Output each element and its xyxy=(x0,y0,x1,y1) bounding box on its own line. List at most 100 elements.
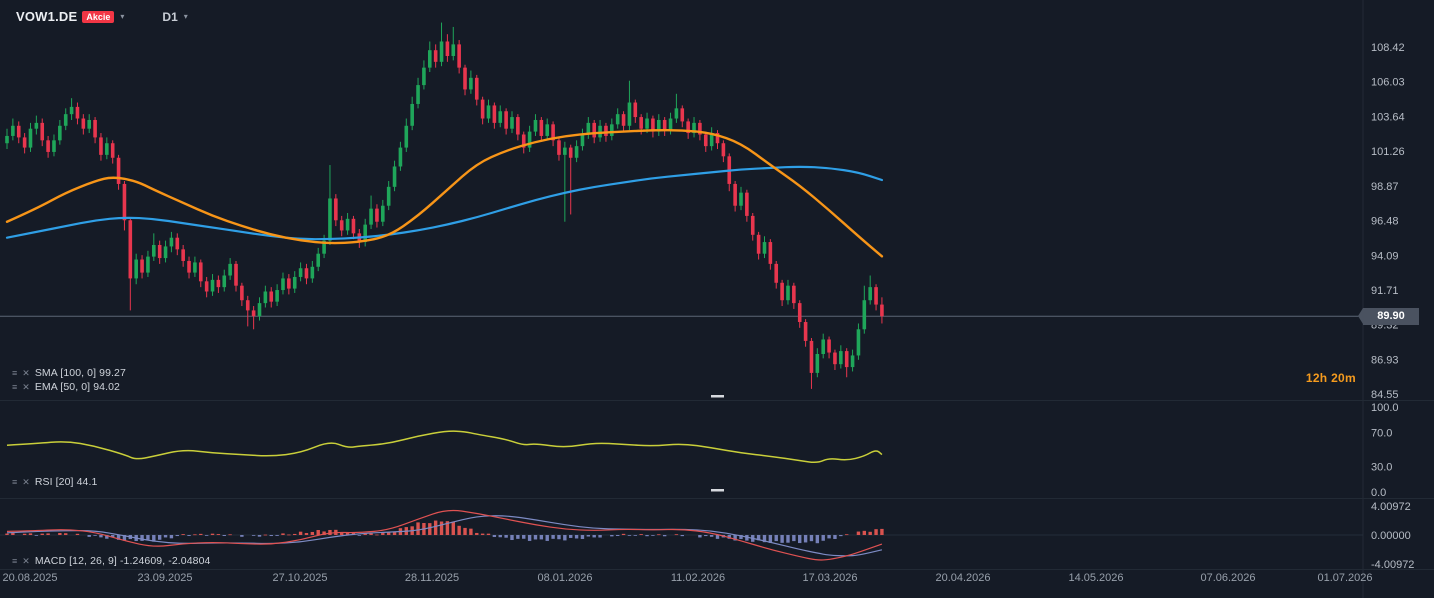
timeframe-selector[interactable]: D1 ▾ xyxy=(124,10,187,24)
indicator-settings-icon[interactable]: ≡ xyxy=(12,476,18,487)
time-axis-label: 23.09.2025 xyxy=(137,572,192,584)
macd-histogram-bar xyxy=(263,534,268,536)
candle-body xyxy=(334,198,338,221)
macd-histogram-bar xyxy=(369,533,373,535)
macd-histogram-bar xyxy=(210,533,215,535)
candle-body xyxy=(363,224,367,243)
candle-body xyxy=(398,147,403,167)
candle-body xyxy=(627,102,632,126)
macd-line xyxy=(6,509,883,561)
macd-histogram-bar xyxy=(733,535,737,541)
macd-histogram-bar xyxy=(569,535,573,538)
macd-histogram-bar xyxy=(844,534,849,536)
macd-histogram-bar xyxy=(662,535,667,537)
macd-histogram-bar xyxy=(345,532,350,535)
time-axis-label: 11.02.2026 xyxy=(671,572,725,584)
indicator-legend-ema: ≡ ✕ EMA [50, 0] 94.02 xyxy=(12,381,120,393)
time-axis-label: 01.07.2026 xyxy=(1317,572,1372,584)
macd-histogram-bar xyxy=(251,535,256,536)
candle-body xyxy=(381,205,385,222)
macd-histogram-bar xyxy=(651,535,655,536)
macd-histogram-bar xyxy=(868,531,872,535)
macd-histogram-bar xyxy=(34,535,39,536)
candle-body xyxy=(586,122,591,135)
indicator-remove-icon[interactable]: ✕ xyxy=(22,367,30,378)
candle-body xyxy=(163,246,168,259)
macd-histogram-bar xyxy=(457,525,461,535)
indicator-remove-icon[interactable]: ✕ xyxy=(22,381,30,392)
macd-histogram-bar xyxy=(11,532,15,535)
candle-body xyxy=(451,44,456,57)
macd-histogram-bar xyxy=(381,532,385,535)
candle-body xyxy=(504,111,508,129)
candle-body xyxy=(63,114,68,126)
candle-body xyxy=(222,275,227,288)
candle-body xyxy=(75,106,80,119)
candle-body xyxy=(240,285,244,301)
macd-histogram-bar xyxy=(451,521,455,535)
macd-histogram-bar xyxy=(357,535,362,536)
candle-body xyxy=(369,208,373,225)
indicator-settings-icon[interactable]: ≡ xyxy=(12,555,18,566)
candle-body xyxy=(792,285,796,304)
pane-resize-handle[interactable] xyxy=(711,395,724,398)
indicator-label: MACD [12, 26, 9] -1.24609, -2.04804 xyxy=(34,555,211,567)
macd-histogram-bar xyxy=(792,535,796,542)
macd-histogram-bar xyxy=(433,520,438,535)
macd-histogram-bar xyxy=(580,535,585,539)
candle-body xyxy=(187,260,191,273)
macd-histogram-bar xyxy=(163,535,168,538)
candle-body xyxy=(427,50,432,68)
price-axis-label: 103.64 xyxy=(1371,111,1405,123)
candle-body xyxy=(486,105,491,119)
timeframe-label: D1 xyxy=(162,9,178,24)
chevron-down-icon: ▾ xyxy=(183,11,188,21)
time-axis-label: 20.04.2026 xyxy=(935,572,990,584)
macd-histogram-bar xyxy=(175,535,179,537)
indicator-settings-icon[interactable]: ≡ xyxy=(12,367,18,378)
candle-body xyxy=(780,282,784,301)
candle-body xyxy=(281,278,285,291)
macd-histogram-bar xyxy=(574,535,579,539)
candle-body xyxy=(445,41,450,57)
macd-histogram-bar xyxy=(298,531,303,535)
macd-histogram-bar xyxy=(199,533,203,535)
indicator-legend-rsi: ≡ ✕ RSI [20] 44.1 xyxy=(12,476,97,488)
macd-histogram-bar xyxy=(639,534,643,535)
macd-histogram-bar xyxy=(310,531,315,535)
candle-body xyxy=(733,183,737,206)
candle-body xyxy=(598,125,602,138)
price-axis-label: 98.87 xyxy=(1371,181,1399,193)
candle-body xyxy=(157,244,162,259)
candle-body xyxy=(756,234,761,254)
candle-body xyxy=(527,131,532,148)
candle-body xyxy=(803,322,808,341)
indicator-label: SMA [100, 0] 99.27 xyxy=(34,367,126,379)
macd-histogram-bar xyxy=(551,535,555,539)
macd-histogram-bar xyxy=(780,535,784,543)
instrument-type-badge: Akcie xyxy=(82,10,115,23)
candle-body xyxy=(463,67,467,90)
candle-body xyxy=(762,242,767,254)
macd-histogram-bar xyxy=(592,535,596,538)
macd-histogram-bar xyxy=(169,535,174,539)
candle-body xyxy=(510,117,514,129)
indicator-settings-icon[interactable]: ≡ xyxy=(12,381,18,392)
pane-resize-handle[interactable] xyxy=(711,489,724,492)
symbol-selector[interactable]: VOW1.DE Akcie ▾ xyxy=(16,9,124,24)
candle-body xyxy=(551,124,555,141)
macd-histogram-bar xyxy=(157,535,162,540)
candle-body xyxy=(686,121,690,134)
macd-histogram-bar xyxy=(75,533,80,535)
candle-body xyxy=(198,262,203,282)
indicator-remove-icon[interactable]: ✕ xyxy=(22,476,30,487)
macd-axis-label: 4.00972 xyxy=(1371,501,1411,513)
indicator-remove-icon[interactable]: ✕ xyxy=(22,555,30,566)
macd-histogram-bar xyxy=(22,533,27,535)
candle-body xyxy=(610,124,614,136)
candle-body xyxy=(245,300,250,311)
macd-histogram-bar xyxy=(516,535,520,539)
candle-body xyxy=(615,114,620,125)
